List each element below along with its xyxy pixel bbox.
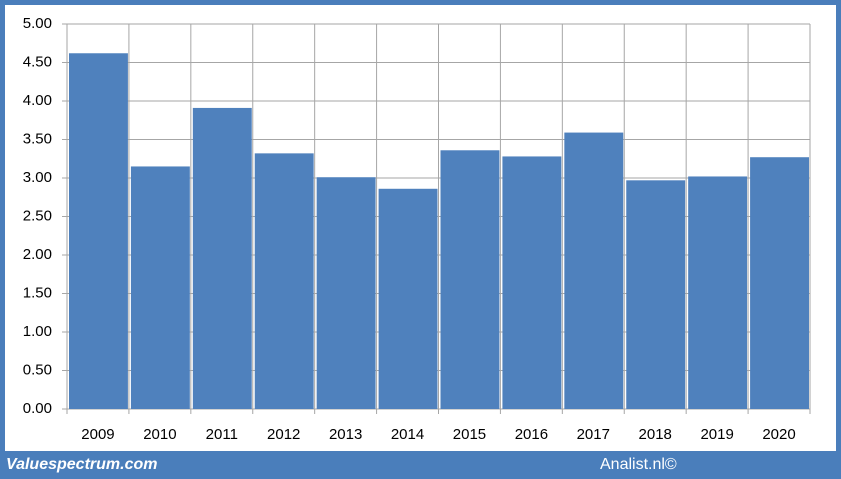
x-tick-label: 2017 — [577, 426, 610, 443]
bar — [750, 157, 809, 409]
y-tick-label: 2.50 — [23, 207, 52, 224]
y-tick-label: 0.50 — [23, 361, 52, 378]
source-left: Valuespectrum.com — [6, 456, 157, 473]
x-tick-label: 2019 — [700, 426, 733, 443]
y-tick-label: 4.50 — [23, 53, 52, 70]
x-tick-label: 2009 — [81, 426, 114, 443]
y-tick-label: 0.00 — [23, 400, 52, 417]
bar — [502, 156, 562, 409]
source-right: Analist.nl© — [600, 456, 677, 473]
bar — [254, 153, 314, 409]
bar — [378, 188, 438, 409]
bar — [130, 166, 190, 409]
x-tick-label: 2011 — [206, 426, 238, 443]
x-tick-label: 2018 — [639, 426, 672, 443]
bar — [440, 150, 500, 409]
bar — [192, 107, 252, 410]
x-tick-label: 2020 — [762, 426, 795, 443]
y-tick-label: 1.00 — [23, 323, 52, 340]
bar — [564, 132, 624, 409]
x-tick-label: 2013 — [329, 426, 362, 443]
y-tick-label: 3.50 — [23, 130, 52, 147]
x-tick-label: 2010 — [143, 426, 176, 443]
x-tick-label: 2016 — [515, 426, 548, 443]
x-tick-label: 2015 — [453, 426, 486, 443]
bar — [69, 53, 128, 409]
y-tick-label: 3.00 — [23, 169, 52, 186]
y-tick-label: 4.00 — [23, 92, 52, 109]
y-tick-label: 2.00 — [23, 246, 52, 263]
x-tick-label: 2012 — [267, 426, 300, 443]
y-tick-label: 5.00 — [23, 15, 52, 32]
bar — [626, 180, 686, 409]
bar — [316, 177, 376, 409]
y-tick-label: 1.50 — [23, 284, 52, 301]
bar — [688, 176, 748, 409]
x-tick-label: 2014 — [391, 426, 424, 443]
